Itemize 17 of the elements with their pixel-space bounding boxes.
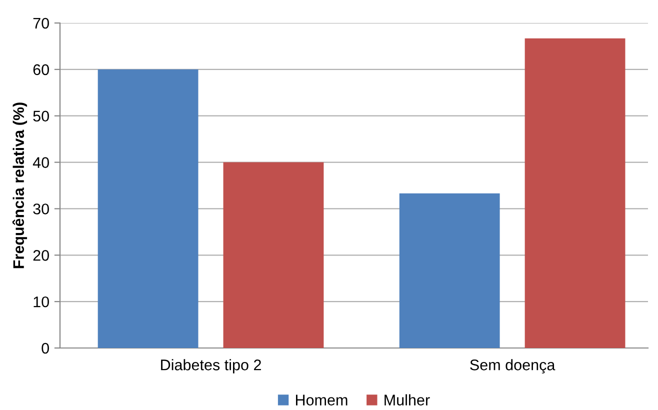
y-tick-label: 20 (33, 250, 49, 261)
y-tick-label: 40 (32, 157, 49, 168)
y-axis-title: Frequência relativa (%) (12, 102, 28, 268)
bar (399, 193, 500, 348)
y-tick-label: 50 (33, 110, 49, 122)
bar (524, 38, 626, 348)
legend-label: Homem (296, 394, 348, 406)
y-tick-label: 60 (33, 64, 49, 76)
x-tick-label: Diabetes tipo 2 (161, 359, 261, 374)
y-tick-label: 0 (42, 342, 49, 354)
x-tick-label: Sem doença (470, 359, 556, 374)
legend-label: Mulher (384, 394, 430, 406)
bar (223, 162, 324, 348)
bar (98, 69, 198, 348)
y-tick-label: 10 (34, 296, 49, 308)
y-tick-label: 70 (33, 18, 49, 29)
y-tick-label: 30 (33, 204, 49, 214)
